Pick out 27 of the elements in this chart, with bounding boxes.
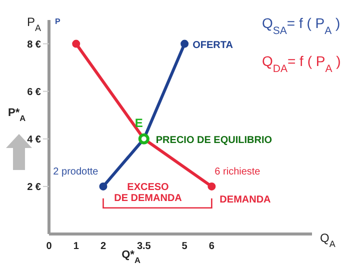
- annotation: 6 richieste: [214, 166, 261, 178]
- annotation: E: [134, 116, 143, 130]
- annotation: P: [55, 17, 61, 26]
- point: [180, 40, 189, 48]
- annotation: PRECIO DE EQUILIBRIO: [156, 134, 272, 146]
- y-tick-label: 4 €: [27, 134, 42, 146]
- annotation: Q$_{DA}$= f ( P$_{A}$ ): [262, 53, 341, 75]
- series-label: OFERTA: [192, 40, 233, 51]
- y-tick-label: 6 €: [27, 86, 42, 98]
- text: P*$_{A}$: [8, 107, 26, 122]
- x-tick-label: 6: [208, 241, 215, 252]
- point: [72, 40, 80, 48]
- y-tick-label: 8 €: [27, 39, 42, 50]
- x-tick-label: 2: [100, 241, 106, 252]
- point: [138, 133, 150, 144]
- point: [99, 182, 108, 190]
- x-tick-label: 0: [46, 241, 52, 252]
- x-axis-title: Q$_{A}$: [320, 231, 336, 249]
- point: [208, 182, 216, 190]
- y-axis-title: P$_{A}$: [26, 15, 41, 33]
- y-tick-label: 2 €: [27, 182, 42, 193]
- annotation: 2 prodotte: [53, 166, 99, 178]
- annotation: EXCESO DE DEMANDA: [114, 182, 182, 204]
- x-tick-label: 1: [73, 241, 80, 252]
- annotation: Q$_{SA}$= f ( P$_{A}$ ): [262, 15, 340, 37]
- series-label: DEMANDA: [220, 194, 271, 206]
- x-tick-label: 5: [182, 241, 188, 252]
